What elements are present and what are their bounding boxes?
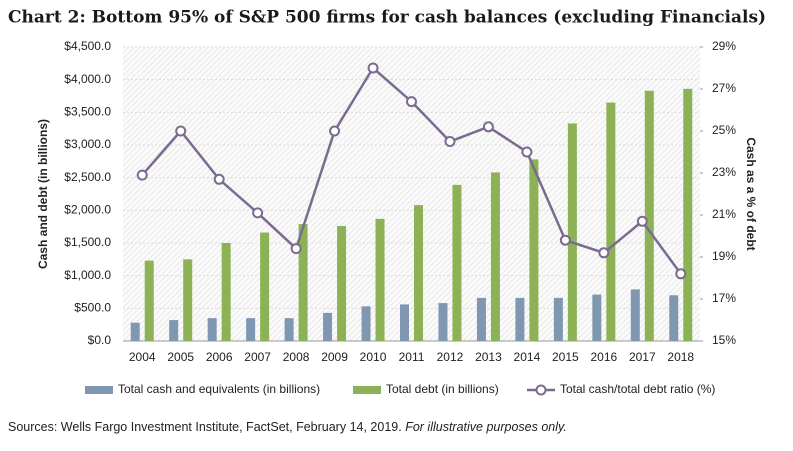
bar [606,102,616,342]
y-axis-label: Cash and debt (in billions) [36,119,50,269]
legend-label: Total cash and equivalents (in billions) [118,382,320,396]
y-tick-label: $1,500.0 [64,235,111,249]
bar [515,297,525,341]
marker [675,268,687,280]
y-tick-label: $500.0 [74,301,111,315]
bar [169,320,179,341]
bar [144,260,154,341]
plot-background [123,47,700,341]
x-tick-label: 2008 [283,350,310,364]
x-tick-label: 2017 [629,350,656,364]
y-tick-label: $4,500.0 [64,39,111,53]
y-tick-label: $3,000.0 [64,137,111,151]
bar [630,289,640,341]
bar [130,322,140,341]
marker [136,169,148,181]
bar [644,90,654,341]
bar [683,88,693,342]
x-tick-label: 2012 [437,350,464,364]
y-tick-label: $4,000.0 [64,72,111,86]
marker [252,207,264,219]
marker [175,125,187,137]
marker [444,136,456,147]
y-tick-label: $0.0 [88,333,112,347]
x-tick-label: 2004 [129,350,156,364]
y2-tick-label: 17% [712,291,736,305]
bar [337,226,347,341]
marker [598,247,610,259]
y2-axis-label: Cash as a % of debt [744,137,758,250]
bar [246,318,256,341]
bar [260,232,270,341]
marker [290,243,302,255]
bar [592,294,602,341]
bar [183,259,193,341]
bar [490,172,500,341]
chart-title: Chart 2: Bottom 95% of S&P 500 firms for… [8,8,766,28]
x-tick-label: 2013 [475,350,502,364]
marker [367,62,379,74]
bar [567,123,577,341]
legend-swatch [353,386,381,394]
bar [438,303,448,341]
bar [221,243,231,341]
bar [476,297,486,341]
x-tick-label: 2010 [360,350,387,364]
marker [406,96,417,108]
source: Sources: Wells Fargo Investment Institut… [8,420,567,434]
marker [636,215,648,227]
y-tick-label: $2,500.0 [64,170,111,184]
y2-tick-label: 21% [712,207,736,221]
y2-tick-label: 25% [712,123,736,137]
y2-tick-label: 15% [712,333,736,347]
bar [323,312,333,341]
bar [414,205,423,341]
y2-tick-label: 23% [712,165,736,179]
bar [553,297,563,341]
y2-tick-label: 29% [712,39,736,53]
x-tick-label: 2014 [514,350,541,364]
bar [669,295,679,341]
bar [361,306,371,341]
marker [213,173,225,185]
x-tick-label: 2016 [590,350,617,364]
bar [452,184,462,341]
legend-label: Total cash/total debt ratio (%) [560,382,715,396]
bar [400,304,409,341]
marker [482,121,494,133]
y-tick-label: $1,000.0 [64,268,111,282]
bar [207,318,217,341]
y-tick-label: $2,000.0 [64,203,111,217]
x-tick-label: 2009 [321,350,348,364]
bar [375,218,385,341]
legend-label: Total debt (in billions) [386,382,499,396]
y-tick-label: $3,500.0 [64,105,111,119]
bar [284,318,294,341]
bar [529,159,539,341]
marker [559,234,571,246]
y2-tick-label: 27% [712,81,736,95]
legend-swatch [85,386,113,394]
x-tick-label: 2007 [244,350,271,364]
marker [329,125,341,137]
x-tick-label: 2018 [667,350,694,364]
x-tick-label: 2006 [206,350,233,364]
source-note: For illustrative purposes only. [405,420,567,434]
source-text: Sources: Wells Fargo Investment Institut… [8,420,402,434]
bar [298,224,308,341]
x-tick-label: 2015 [552,350,579,364]
x-tick-label: 2005 [167,350,194,364]
y2-tick-label: 19% [712,249,736,263]
marker [521,146,533,158]
x-tick-label: 2011 [399,350,425,364]
legend-marker [535,384,547,396]
